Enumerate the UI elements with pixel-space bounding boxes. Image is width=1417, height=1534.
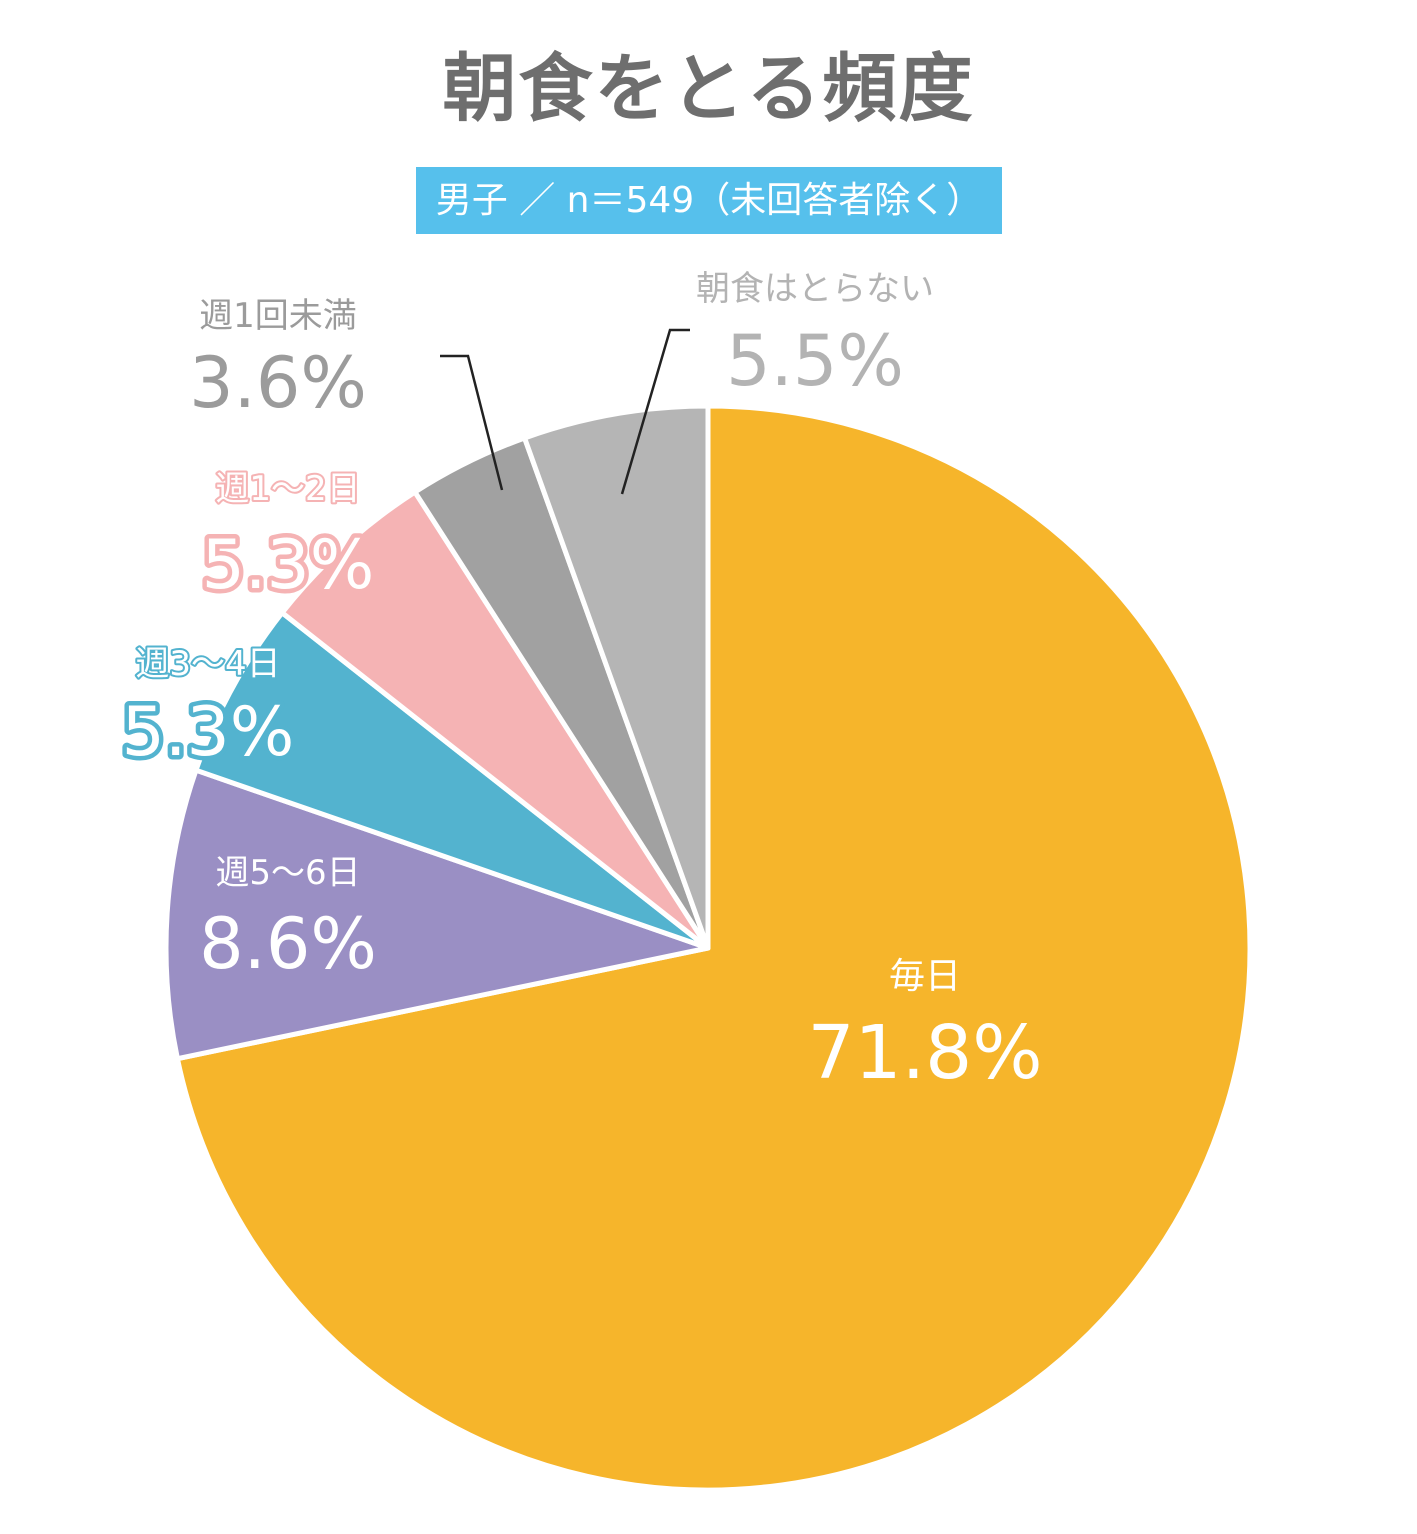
slice-3-4-days: [193, 610, 711, 951]
leader-line-less-than-weekly: [440, 354, 504, 491]
slice-5-6-days: [163, 767, 711, 1062]
leader-line-no-breakfast: [620, 328, 690, 495]
slice-no-breakfast: [522, 403, 711, 951]
chart-title: 朝食をとる頻度: [442, 46, 975, 132]
slice-label-5-6-days: 週5〜6日: [215, 853, 360, 893]
leader-lines: [440, 328, 690, 495]
slice-label-less-than-weekly: 週1回未満: [199, 296, 357, 336]
chart-subtitle-badge: 男子 ／ n＝549（未回答者除く）: [416, 167, 1002, 234]
slice-value-daily: 71.8%: [807, 1010, 1042, 1096]
slice-label-1-2-days: 週1〜2日: [215, 469, 360, 509]
slice-labels: 毎日 71.8% 週5〜6日 8.6% 週3〜4日 5.3% 週1〜2日 5.3% 週1回未満 3…: [117, 269, 1042, 1096]
slice-value-no-breakfast: 5.5%: [726, 320, 904, 402]
slice-value-less-than-weekly: 3.6%: [189, 342, 367, 424]
slice-value-3-4-days: 5.3%: [122, 693, 295, 772]
slice-1-2-days: [279, 489, 711, 951]
slice-label-no-breakfast: 朝食はとらない: [696, 269, 934, 309]
slice-label-3-4-days: 週3〜4日: [135, 644, 280, 684]
pie-slices: [163, 403, 1253, 1493]
slice-value-1-2-days: 5.3%: [202, 526, 375, 605]
slice-daily: [174, 403, 1253, 1493]
slice-value-5-6-days: 8.6%: [199, 903, 377, 985]
slice-label-daily: 毎日: [889, 956, 961, 997]
